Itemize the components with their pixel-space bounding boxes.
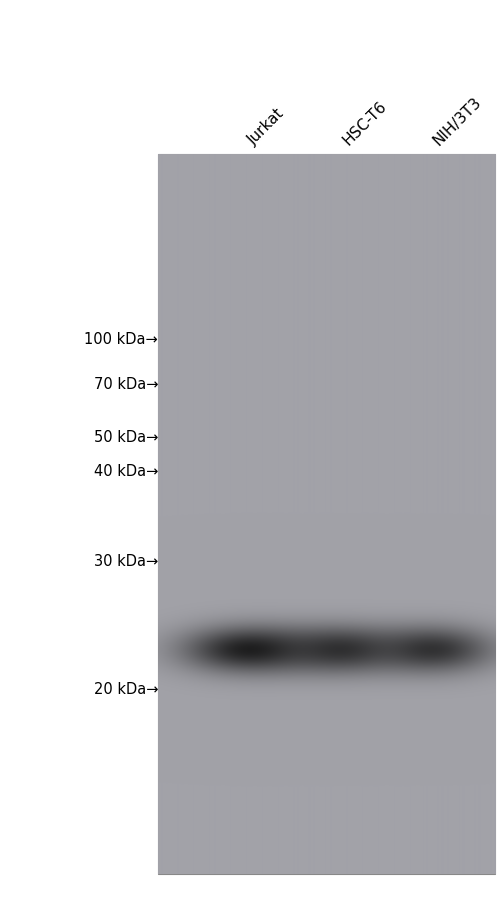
Text: 40 kDa→: 40 kDa→ [94, 464, 158, 479]
Text: 70 kDa→: 70 kDa→ [94, 377, 158, 392]
Text: Jurkat: Jurkat [245, 106, 287, 148]
Text: 30 kDa→: 30 kDa→ [94, 554, 158, 569]
Text: NIH/3T3: NIH/3T3 [430, 94, 484, 148]
Text: www.ptglab.com: www.ptglab.com [240, 353, 372, 716]
Text: 100 kDa→: 100 kDa→ [84, 332, 158, 347]
Text: HSC-T6: HSC-T6 [340, 98, 390, 148]
Text: 20 kDa→: 20 kDa→ [94, 682, 158, 696]
Bar [158, 155, 495, 874]
Text: 50 kDa→: 50 kDa→ [94, 430, 158, 445]
